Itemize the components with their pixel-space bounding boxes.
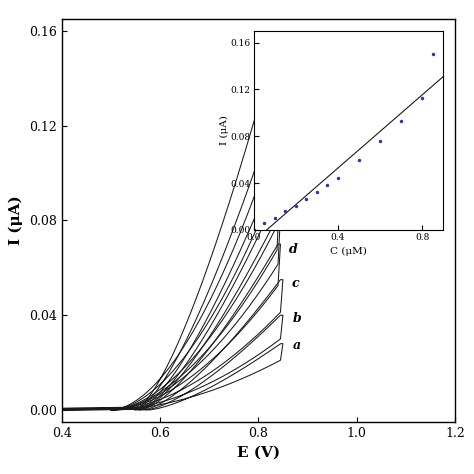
Y-axis label: I (μA): I (μA) (220, 115, 229, 146)
Text: c: c (292, 277, 299, 290)
Text: a: a (293, 339, 301, 352)
Text: g: g (285, 169, 294, 182)
Text: h: h (284, 116, 293, 129)
Text: f: f (286, 197, 292, 210)
Y-axis label: I (μA): I (μA) (9, 196, 23, 245)
Text: i: i (283, 59, 288, 72)
Text: e: e (288, 215, 296, 228)
X-axis label: E (V): E (V) (237, 445, 280, 459)
Text: d: d (289, 243, 298, 255)
Text: b: b (293, 311, 301, 325)
X-axis label: C (μM): C (μM) (330, 247, 367, 256)
